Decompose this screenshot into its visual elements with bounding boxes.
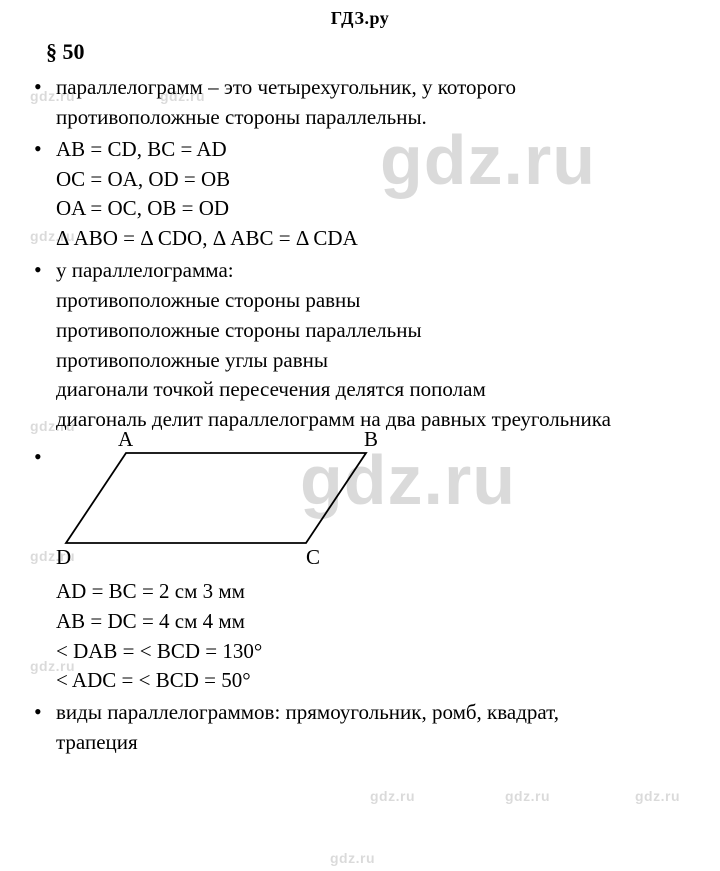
text-line: у параллелограмма: bbox=[56, 256, 700, 286]
watermark-small: gdz.ru bbox=[635, 788, 680, 804]
math-line: < ADC = < BCD = 50° bbox=[56, 666, 700, 696]
list-item: виды параллелограммов: прямоугольник, ро… bbox=[30, 698, 700, 758]
bullet-list: параллелограмм – это четырехугольник, у … bbox=[30, 73, 700, 758]
parallelogram-diagram: A B C D bbox=[56, 443, 386, 573]
text-line: виды параллелограммов: прямоугольник, ро… bbox=[56, 698, 700, 728]
vertex-label-b: B bbox=[364, 425, 378, 455]
math-line: AB = DC = 4 см 4 мм bbox=[56, 607, 700, 637]
math-line: OC = OA, OD = OB bbox=[56, 165, 700, 195]
math-line: < DAB = < BCD = 130° bbox=[56, 637, 700, 667]
list-item: AB = CD, BC = AD OC = OA, OD = OB OA = O… bbox=[30, 135, 700, 254]
math-line: Δ ABO = Δ CDO, Δ ABC = Δ CDA bbox=[56, 224, 700, 254]
parallelogram-shape bbox=[66, 453, 366, 543]
parallelogram-svg bbox=[56, 443, 386, 563]
text-line: трапеция bbox=[56, 728, 700, 758]
section-title: § 50 bbox=[46, 36, 700, 67]
text-line: противоположные стороны параллельны. bbox=[56, 103, 700, 133]
vertex-label-c: C bbox=[306, 543, 320, 573]
math-line: OA = OC, OB = OD bbox=[56, 194, 700, 224]
vertex-label-d: D bbox=[56, 543, 71, 573]
list-item: параллелограмм – это четырехугольник, у … bbox=[30, 73, 700, 133]
page-content: § 50 параллелограмм – это четырехугольни… bbox=[30, 36, 700, 760]
text-line: противоположные стороны равны bbox=[56, 286, 700, 316]
text-line: параллелограмм – это четырехугольник, у … bbox=[56, 73, 700, 103]
site-name: ГДЗ.ру bbox=[331, 8, 389, 28]
math-line: AD = BC = 2 см 3 мм bbox=[56, 577, 700, 607]
vertex-label-a: A bbox=[118, 425, 133, 455]
watermark-small: gdz.ru bbox=[330, 850, 375, 866]
text-line: противоположные стороны параллельны bbox=[56, 316, 700, 346]
math-line: AB = CD, BC = AD bbox=[56, 135, 700, 165]
watermark-small: gdz.ru bbox=[505, 788, 550, 804]
text-line: противоположные углы равны bbox=[56, 346, 700, 376]
site-header: ГДЗ.ру bbox=[0, 0, 720, 29]
list-item: A B C D AD = BC = 2 см 3 мм AB = DC = 4 … bbox=[30, 443, 700, 696]
text-line: диагонали точкой пересечения делятся поп… bbox=[56, 375, 700, 405]
list-item: у параллелограмма: противоположные сторо… bbox=[30, 256, 700, 435]
watermark-small: gdz.ru bbox=[370, 788, 415, 804]
